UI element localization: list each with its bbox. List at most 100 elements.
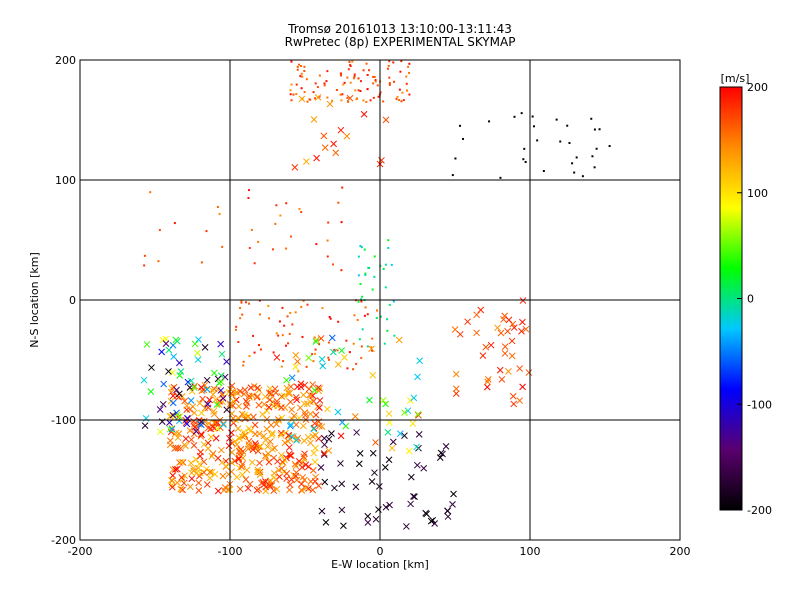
data-point-dot [272,351,275,354]
data-point-dot [296,68,299,71]
data-point-x [473,311,481,319]
data-point-x [241,386,249,394]
data-point-x [516,365,524,372]
data-point-x [248,458,256,466]
data-point-x [252,442,260,449]
data-point-dot [173,222,176,225]
data-point-dot [286,315,289,318]
data-point-x [190,442,198,449]
data-point-x [273,400,281,408]
data-point-x [313,154,320,162]
data-point-x [168,483,176,491]
data-point-x [321,144,329,151]
data-point-x [372,439,379,446]
data-point-x [316,397,324,404]
data-point-x [230,419,237,427]
data-point-x [215,379,223,387]
data-point-x [299,422,307,430]
data-point-x [195,487,203,494]
data-point-x [218,446,225,454]
data-point-dot [387,64,390,67]
data-point-dot [280,365,283,368]
data-point-x [351,413,359,420]
y-tick-label: -200 [51,534,76,547]
data-point-x [338,506,346,514]
data-point-dot [339,93,342,96]
data-point-x [386,419,393,426]
data-point-x [222,462,230,470]
data-point-dot [608,145,611,148]
x-tick-label: -200 [68,545,93,558]
chart-title: Tromsø 20161013 13:10:00-13:11:43 [288,22,512,36]
data-point-x [305,463,312,470]
data-point-dot [359,80,362,83]
data-point-x [303,400,311,408]
data-point-x [235,434,243,442]
data-point-x [197,448,204,456]
data-point-x [320,132,328,140]
data-point-x [283,376,290,384]
data-point-x [206,396,213,404]
data-point-dot [364,272,367,275]
data-point-x [277,431,285,439]
data-point-x [309,433,317,440]
data-point-dot [258,344,261,347]
data-point-dot [366,313,369,316]
data-point-x [346,94,354,102]
data-point-dot [337,201,340,204]
data-point-dot [289,93,292,96]
data-point-x [239,460,246,468]
data-point-x [166,419,173,426]
data-point-dot [283,324,286,327]
data-point-dot [247,196,250,199]
data-point-x [293,396,301,404]
data-point-x [444,507,451,515]
data-point-x [217,340,225,348]
data-point-dot [359,298,362,301]
data-point-dot [343,81,346,84]
data-point-dot [360,300,363,303]
data-point-x [235,447,243,455]
data-point-dot [348,60,351,63]
data-point-dot [342,83,345,86]
grid-lines [80,60,680,540]
data-point-x [252,430,259,438]
data-point-dot [339,72,342,75]
data-point-x [190,417,197,425]
data-point-x [244,484,252,492]
data-point-dot [382,267,385,270]
data-point-x [311,458,319,466]
data-point-dot [143,264,146,267]
data-point-x [292,421,300,429]
data-point-dot [406,89,409,92]
data-point-dot [359,89,362,92]
data-point-x [334,408,342,416]
data-point-dot [598,128,601,131]
data-point-x [180,479,188,487]
data-point-dot [240,301,243,304]
data-point-dot [366,345,369,348]
data-point-x [195,479,202,487]
data-point-dot [279,214,282,217]
data-point-dot [360,356,363,359]
data-point-x [233,441,241,448]
data-point-x [420,464,428,472]
data-point-dot [581,175,584,178]
data-point-dot [388,60,391,63]
data-point-x [192,456,200,463]
data-point-dot [337,320,340,323]
data-point-dot [271,248,274,251]
data-point-dot [370,346,373,349]
data-point-x [487,341,495,349]
data-point-dot [326,70,329,73]
data-point-x [382,400,389,408]
data-point-x [371,469,378,477]
data-point-dot [289,89,292,92]
data-point-x [206,474,214,482]
data-point-x [501,350,509,357]
data-point-x [206,468,214,476]
data-point-dot [300,211,303,214]
data-point-x [337,126,345,134]
data-point-x [169,392,177,400]
data-point-dot [335,89,338,92]
